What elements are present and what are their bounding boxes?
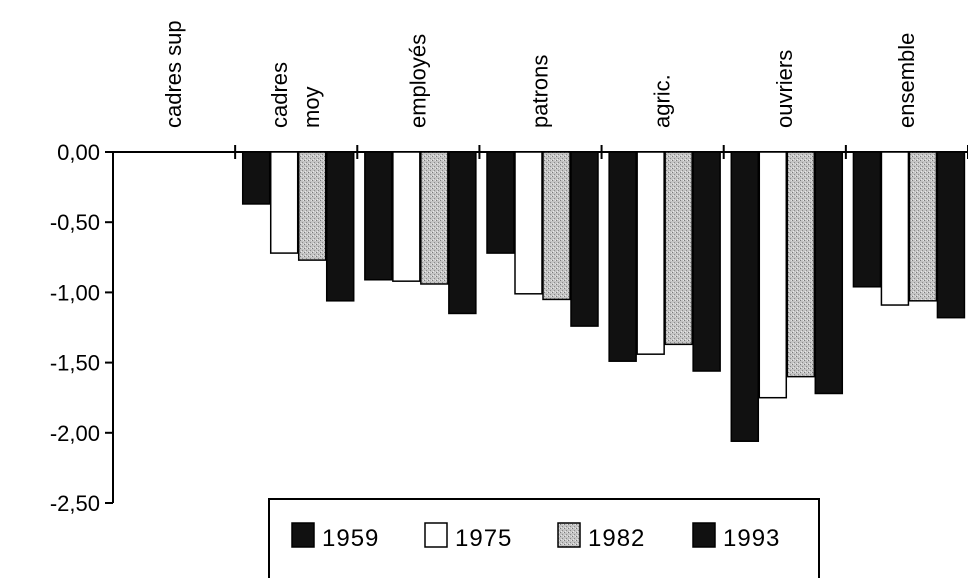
legend: 1959 1975 1982 1993 — [268, 498, 820, 578]
bar-1993 — [325, 151, 355, 302]
y-tick-label: -2,00 — [50, 421, 100, 446]
bar-1959 — [730, 151, 760, 442]
legend-label: 1993 — [723, 525, 780, 552]
bar-1959 — [486, 151, 515, 254]
y-tick-label: -1,50 — [50, 351, 100, 376]
bar-1959 — [241, 151, 271, 205]
category-label: moy — [299, 86, 324, 128]
category-label: ouvriers — [772, 50, 797, 128]
bar-1982 — [420, 151, 449, 285]
legend-label: 1959 — [322, 525, 379, 552]
bars — [241, 151, 966, 442]
bar-1982 — [786, 151, 816, 378]
bar-1975 — [880, 151, 910, 306]
y-tick-label: 0,00 — [57, 140, 100, 165]
bar-1975 — [269, 151, 299, 254]
bar-1993 — [570, 151, 599, 327]
bar-1993 — [814, 151, 844, 395]
bar-1982 — [542, 151, 571, 301]
category-label: agric. — [650, 74, 675, 128]
bar-1975 — [514, 151, 543, 295]
category-label: cadres — [267, 62, 292, 128]
legend-swatch-1959 — [291, 522, 315, 548]
category-label: ensemble — [894, 33, 919, 128]
bar-1993 — [936, 151, 966, 319]
bar-1959 — [608, 151, 637, 362]
bar-1982 — [664, 151, 693, 346]
legend-label: 1982 — [588, 525, 645, 552]
bar-1993 — [692, 151, 721, 372]
bar-1982 — [908, 151, 938, 302]
bar-1975 — [758, 151, 788, 399]
category-labels: cadres sup cadres moy employés patrons agric.… — [161, 20, 919, 128]
legend-swatch-1982 — [557, 522, 581, 548]
legend-label: 1975 — [455, 525, 512, 552]
bar-1982 — [297, 151, 327, 261]
bar-1959 — [364, 151, 393, 281]
category-label: employés — [405, 34, 430, 128]
legend-swatch-1975 — [424, 522, 448, 548]
y-tick-label: -1,00 — [50, 280, 100, 305]
bar-1993 — [448, 151, 477, 315]
y-tick-label: -2,50 — [50, 491, 100, 516]
bar-1959 — [852, 151, 882, 288]
legend-swatch-1993 — [692, 522, 716, 548]
legend-box — [268, 498, 820, 578]
category-label: cadres sup — [161, 20, 186, 128]
bar-1975 — [392, 151, 421, 282]
y-tick-label: -0,50 — [50, 210, 100, 235]
bar-1975 — [636, 151, 665, 355]
y-axis: 0,00 -0,50 -1,00 -1,50 -2,00 -2,50 — [50, 140, 114, 516]
category-label: patrons — [528, 55, 553, 128]
